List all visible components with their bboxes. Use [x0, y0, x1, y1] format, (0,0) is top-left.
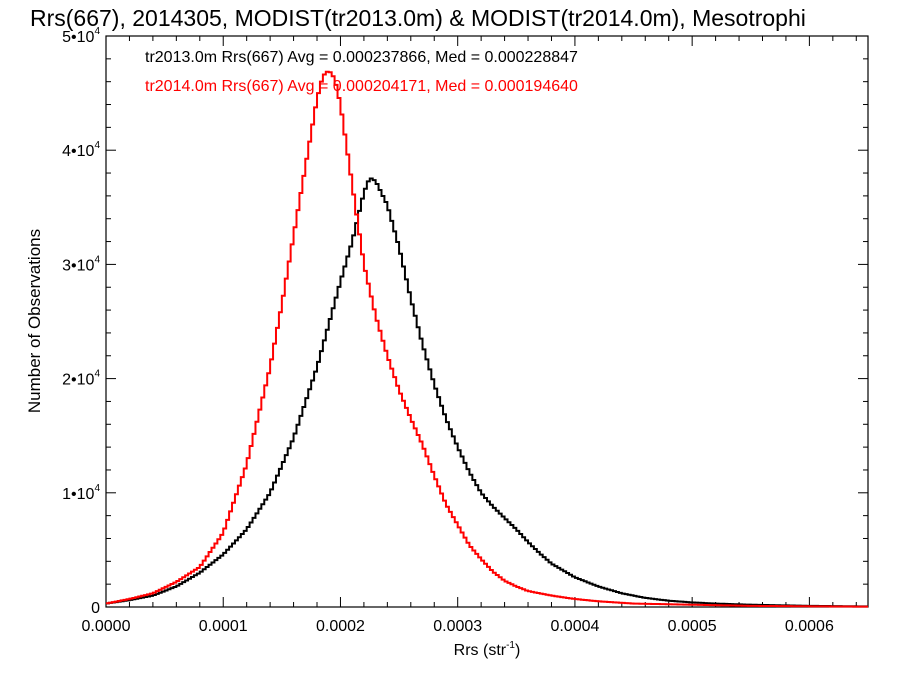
x-tick-label: 0.0004 [550, 618, 599, 635]
y-tick-label-exp: 4 [94, 483, 100, 494]
y-tick-label-base: 3•10 [62, 257, 94, 274]
legend-entry-tr2014: tr2014.0m Rrs(667) Avg = 0.000204171, Me… [145, 78, 578, 95]
y-tick-label-base: 5•10 [62, 29, 94, 46]
y-tick-label-base: 2•10 [62, 372, 94, 389]
y-tick-label-base: 4•10 [62, 143, 94, 160]
plot-frame [105, 35, 869, 608]
y-axis-label: Number of Observations [25, 229, 44, 413]
y-tick-label-exp: 4 [94, 254, 100, 265]
x-tick-label: 0.0002 [316, 618, 365, 635]
y-tick-label: 2•104 [62, 369, 100, 389]
x-axis-label-text: Rrs (str [454, 642, 507, 659]
y-tick-label: 0 [91, 600, 100, 617]
x-axis-label-sup: -1 [506, 640, 515, 651]
x-tick-label: 0.0005 [668, 618, 717, 635]
y-tick-label-base: 1•10 [62, 486, 94, 503]
series-line-1 [106, 70, 868, 608]
y-tick-label-exp: 4 [94, 369, 100, 380]
chart-title: Rrs(667), 2014305, MODIST(tr2013.0m) & M… [30, 5, 806, 31]
y-tick-label-exp: 4 [94, 140, 100, 151]
y-tick-label-exp: 4 [94, 26, 100, 37]
x-axis-label-end: ) [515, 642, 520, 659]
y-tick-label-base: 0 [91, 600, 100, 617]
series-line-0 [106, 177, 868, 608]
x-tick-label: 0.0000 [82, 618, 131, 635]
legend-entry-tr2013: tr2013.0m Rrs(667) Avg = 0.000237866, Me… [145, 49, 578, 66]
x-axis-label: Rrs (str-1) [454, 640, 521, 659]
x-tick-label: 0.0001 [199, 618, 248, 635]
y-tick-label: 1•104 [62, 483, 100, 503]
series-lines [106, 70, 868, 608]
y-tick-label: 5•104 [62, 26, 100, 46]
y-tick-label: 4•104 [62, 140, 100, 160]
y-tick-label: 3•104 [62, 254, 100, 274]
x-axis-ticks: 0.0000 0.0001 0.0002 0.0003 0.0004 0.0005 0.00… [82, 36, 857, 635]
x-tick-label: 0.0006 [785, 618, 834, 635]
x-tick-label: 0.0003 [433, 618, 482, 635]
